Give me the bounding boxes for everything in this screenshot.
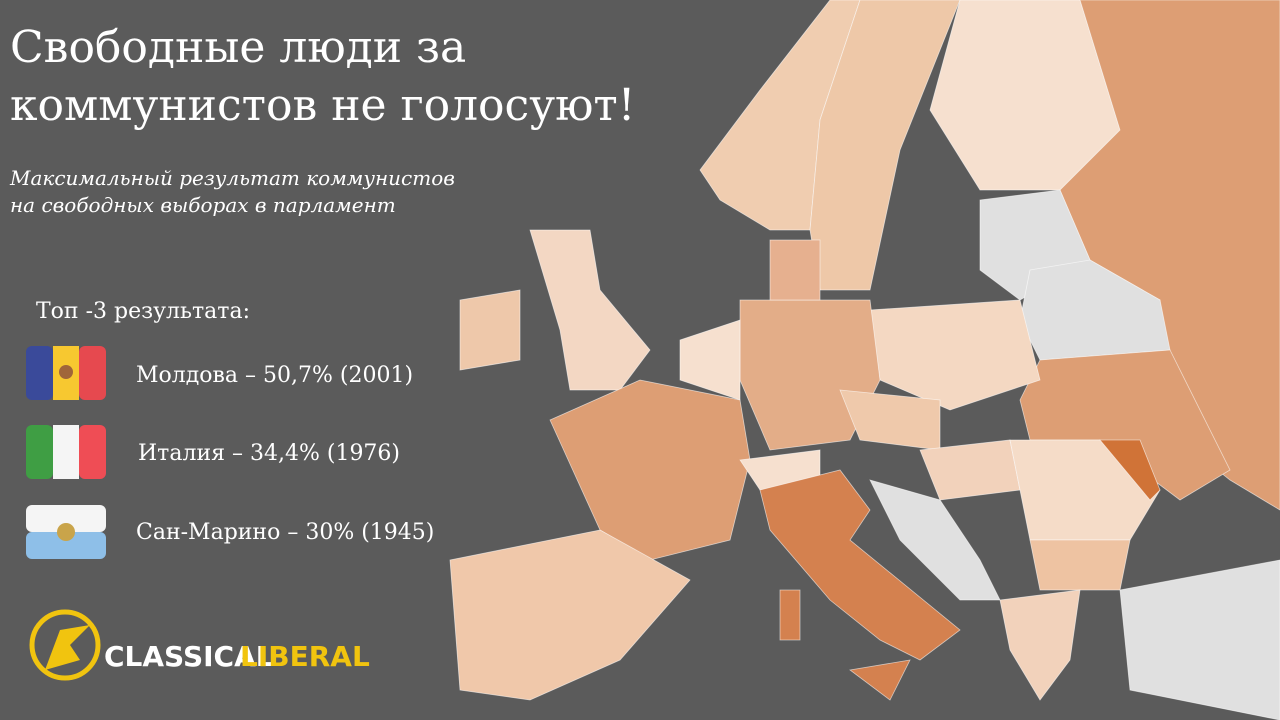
iberia [449, 529, 691, 701]
logo: CLASSICAL LIBERAL [29, 609, 370, 681]
uk [529, 229, 651, 391]
logo-text: LIBERAL [240, 640, 370, 673]
austria-czech [839, 389, 941, 451]
benelux [679, 319, 741, 401]
top-entry: Италия – 34,4% (1976) [138, 441, 400, 466]
sweden [809, 0, 961, 291]
title-line: Свободные люди за [10, 22, 466, 73]
greece [999, 589, 1081, 701]
ireland [459, 289, 521, 371]
italy [759, 469, 961, 661]
top-entry: Молдова – 50,7% (2001) [136, 363, 413, 388]
top-entry: Сан-Марино – 30% (1945) [136, 520, 434, 545]
sardinia [779, 589, 801, 641]
hungary [919, 439, 1021, 501]
turkey [1119, 559, 1280, 720]
moldova [1099, 439, 1161, 501]
sicily [849, 659, 911, 701]
bulgaria [1029, 539, 1131, 591]
top-heading: Топ -3 результата: [36, 299, 250, 324]
flag-moldova [26, 346, 106, 400]
denmark [769, 239, 821, 301]
flag-italy [26, 425, 106, 479]
subtitle-line: Максимальный результат коммунистов [9, 166, 455, 190]
poland [869, 299, 1041, 411]
flag-san-marino [26, 505, 106, 559]
map [449, 0, 1280, 720]
title-line: коммунистов не голосуют! [10, 80, 635, 131]
subtitle-line: на свободных выборах в парламент [10, 193, 396, 217]
france [549, 379, 751, 561]
logo-text: CLASSICAL [104, 640, 274, 673]
